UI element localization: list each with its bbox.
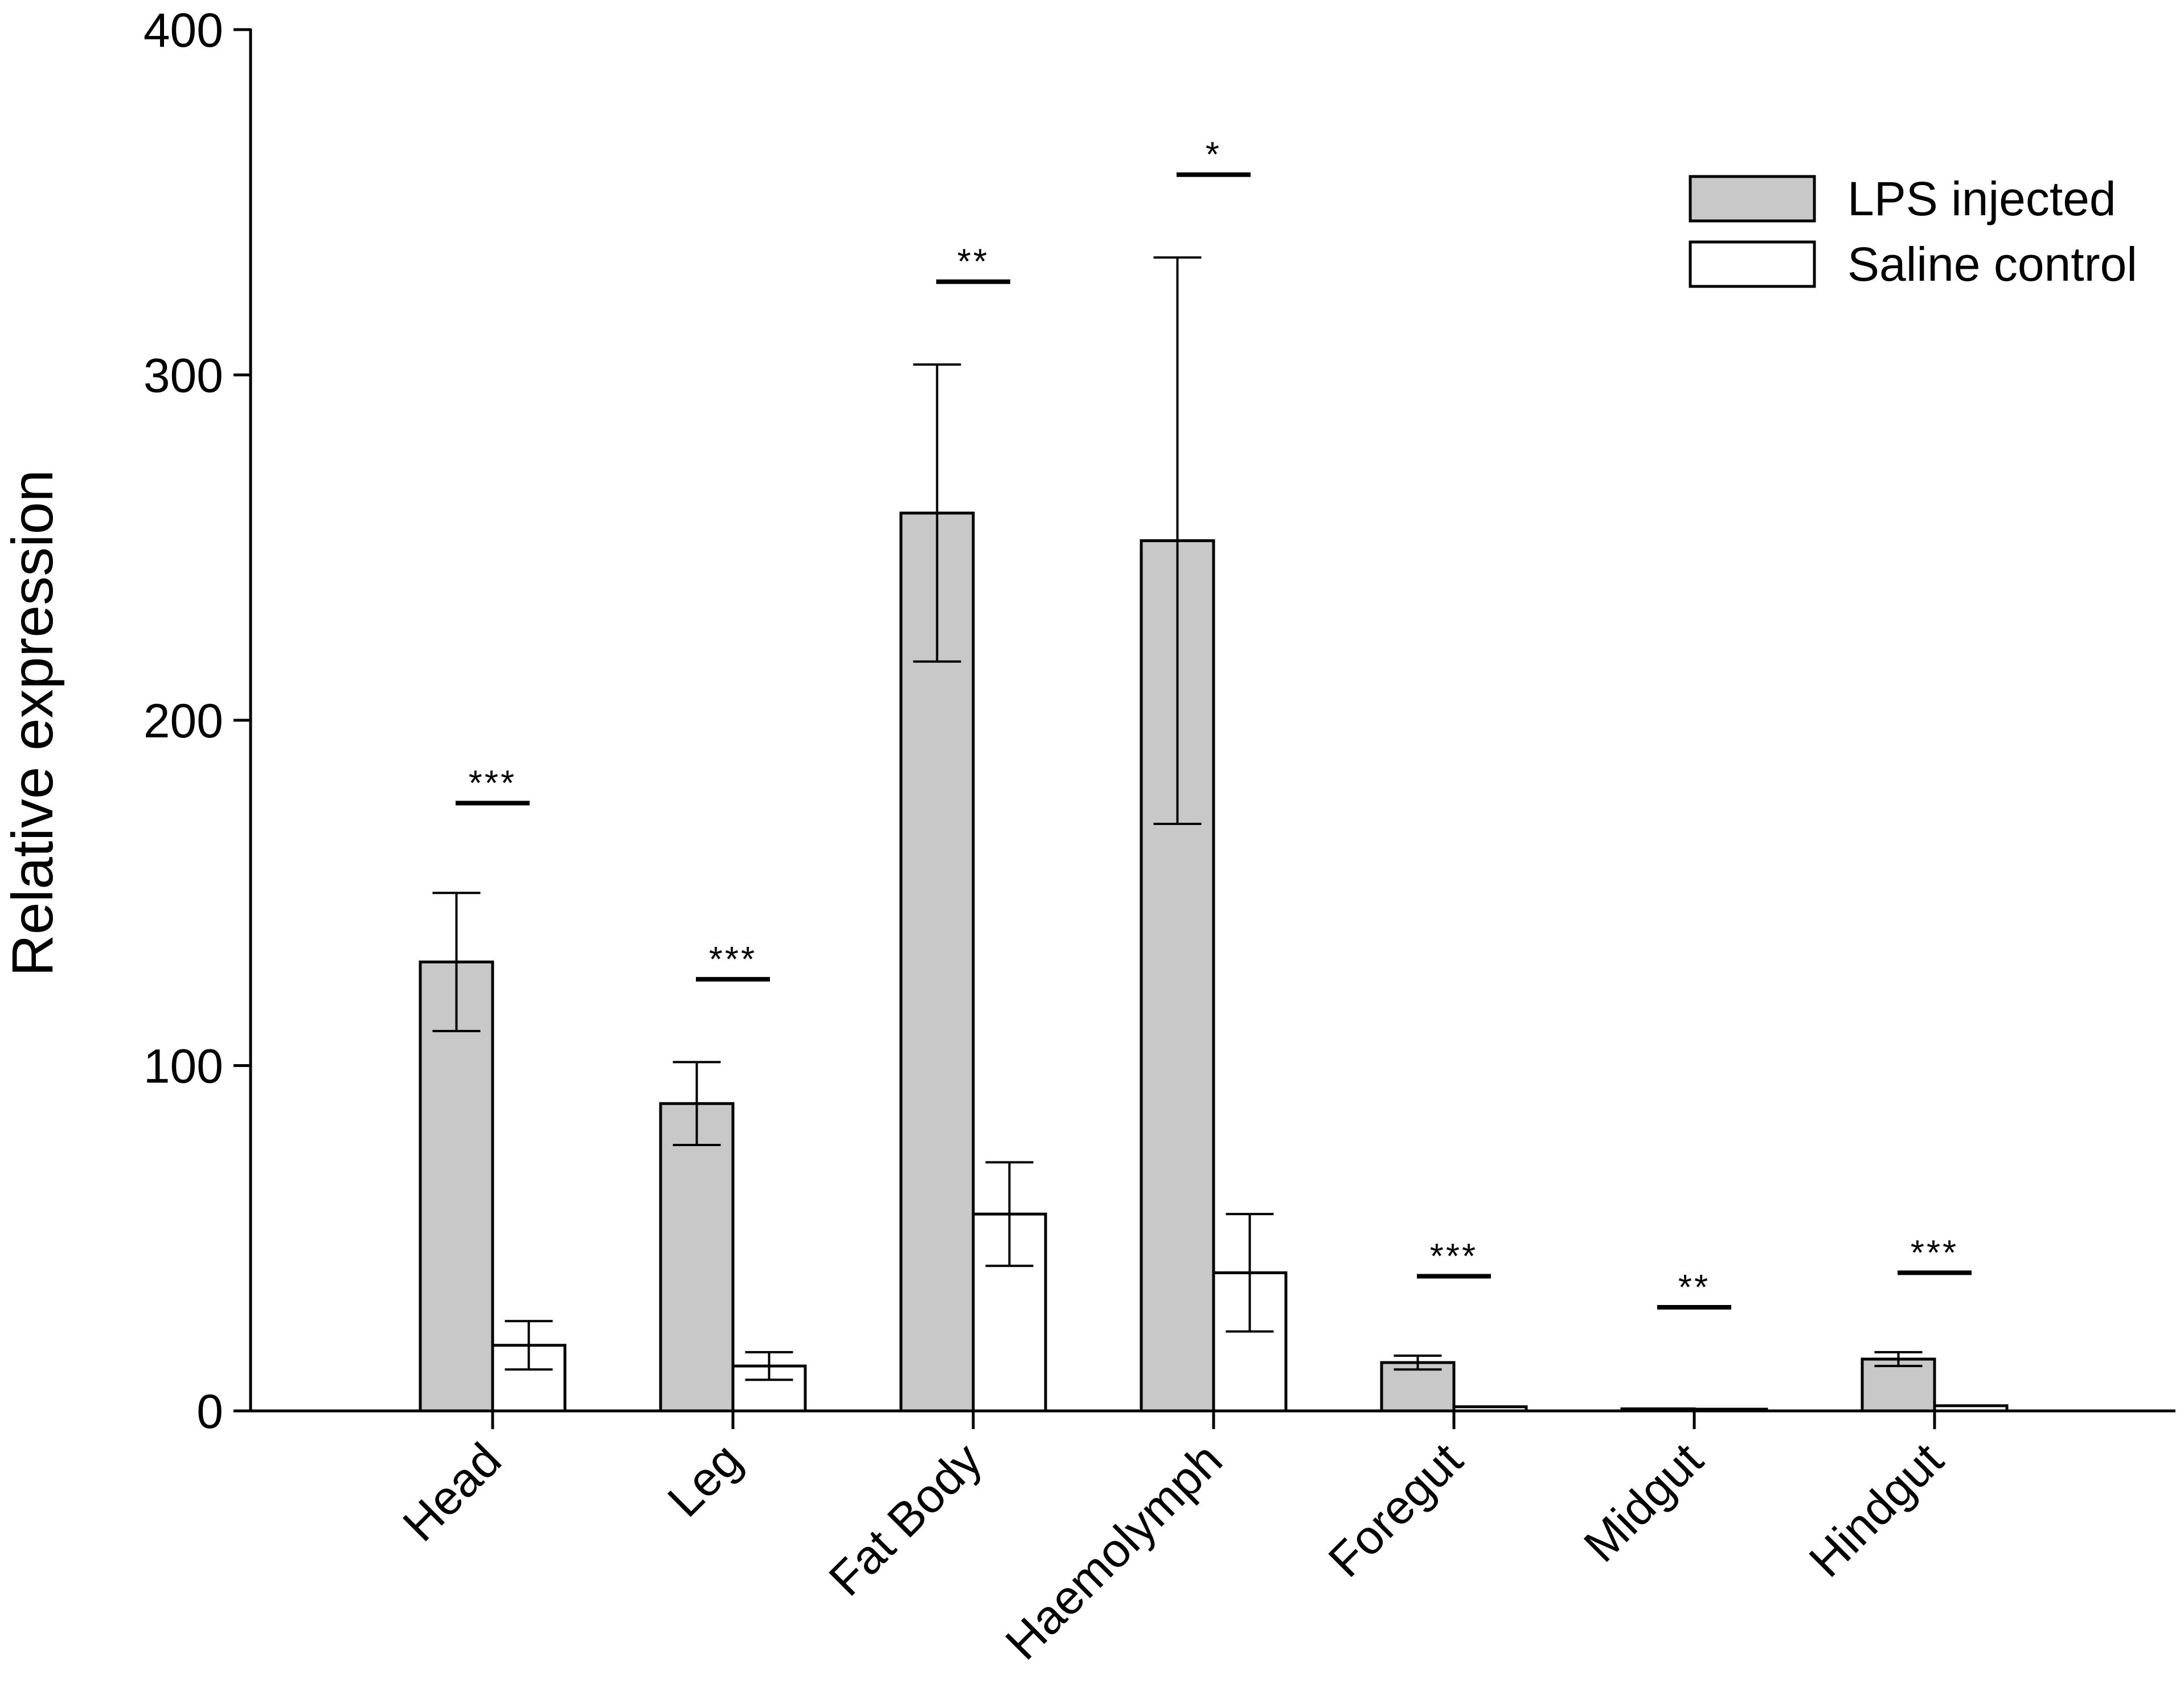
y-tick-label: 100 (144, 1040, 223, 1093)
significance-label: *** (709, 940, 757, 979)
significance-label: * (1206, 136, 1222, 175)
x-tick-label: Fat Body (819, 1433, 992, 1606)
legend-swatch (1689, 175, 1816, 223)
significance-label: *** (1430, 1237, 1478, 1276)
bar-lps-injected (419, 961, 494, 1413)
y-tick-label: 400 (144, 3, 223, 57)
y-tick-label: 300 (144, 349, 223, 403)
legend-label: Saline control (1847, 237, 2137, 291)
x-tick-label: Foregut (1318, 1433, 1473, 1587)
bar-lps-injected (1861, 1357, 1936, 1413)
bar-lps-injected (659, 1102, 735, 1413)
significance-label: *** (469, 764, 517, 803)
x-tick-label: Haemolymph (995, 1433, 1232, 1669)
bar-lps-injected (1620, 1407, 1696, 1413)
plot-area: 0 100 200 300 400 Head Leg Fat Body Haemolymph Fo… (144, 3, 2175, 1670)
x-tick-label: Head (392, 1433, 511, 1551)
legend-swatch (1689, 240, 1816, 288)
significance-label: *** (1911, 1233, 1958, 1273)
x-tick-label: Midgut (1574, 1433, 1713, 1572)
significance-label: ** (957, 243, 989, 282)
bar-saline-control (1452, 1405, 1528, 1413)
y-tick-label: 0 (196, 1385, 223, 1438)
bar-saline-control (1693, 1407, 1768, 1413)
y-tick-label: 200 (144, 694, 223, 748)
x-tick-label: Hindgut (1799, 1433, 1953, 1587)
legend-label: LPS injected (1847, 172, 2116, 225)
significance-label: ** (1678, 1268, 1710, 1307)
x-tick-label: Leg (657, 1433, 752, 1527)
bar-saline-control (1933, 1404, 2009, 1413)
y-axis-title: Relative expression (0, 470, 65, 976)
